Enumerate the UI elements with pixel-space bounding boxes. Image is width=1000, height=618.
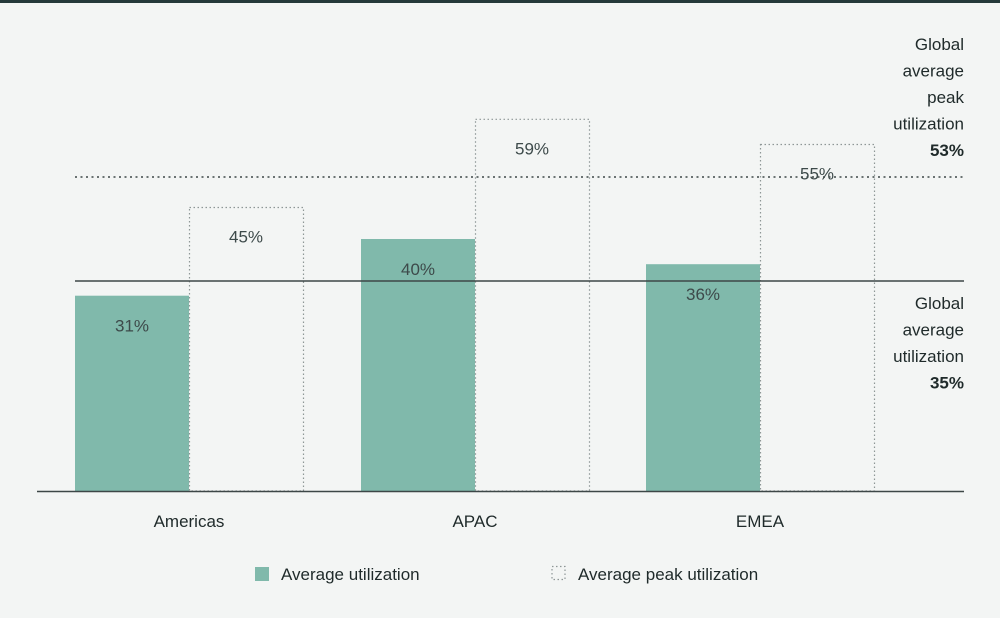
label-avg-apac: 40% [401,260,435,279]
legend-swatch-avg [255,567,269,581]
ref-avg-label-line: average [903,321,964,340]
label-avg-americas: 31% [115,317,149,336]
bar-avg-americas [75,295,189,491]
labels-layer: 31% 45% Americas 40% 59% APAC 36% 55% EMEA Global… [115,35,965,531]
legend-label-peak: Average peak utilization [578,565,758,584]
ref-peak-label-line: utilization [893,115,964,134]
legend: Average utilization Average peak utilizat… [255,565,758,584]
ref-peak-label-line: peak [927,88,964,107]
ref-peak-label-line: average [903,62,964,81]
bar-peak-apac [474,118,591,492]
ref-avg-value: 35% [930,374,964,393]
ref-avg-label-line: utilization [893,347,964,366]
legend-swatch-peak [551,565,566,581]
category-label-americas: Americas [154,512,225,531]
ref-peak-label-line: Global [915,35,964,54]
reference-lines-layer [75,176,964,282]
label-peak-emea: 55% [800,165,834,184]
top-border [0,0,1000,3]
legend-label-avg: Average utilization [281,565,420,584]
bar-peak-americas [188,206,305,492]
ref-avg-label-line: Global [915,294,964,313]
bar-avg-emea [646,264,760,491]
bar-peak-emea [759,143,876,492]
label-avg-emea: 36% [686,285,720,304]
category-label-apac: APAC [452,512,497,531]
label-peak-apac: 59% [515,139,549,158]
label-peak-americas: 45% [229,228,263,247]
ref-peak-value: 53% [930,141,964,160]
category-label-emea: EMEA [736,512,785,531]
bars-layer [75,118,876,492]
